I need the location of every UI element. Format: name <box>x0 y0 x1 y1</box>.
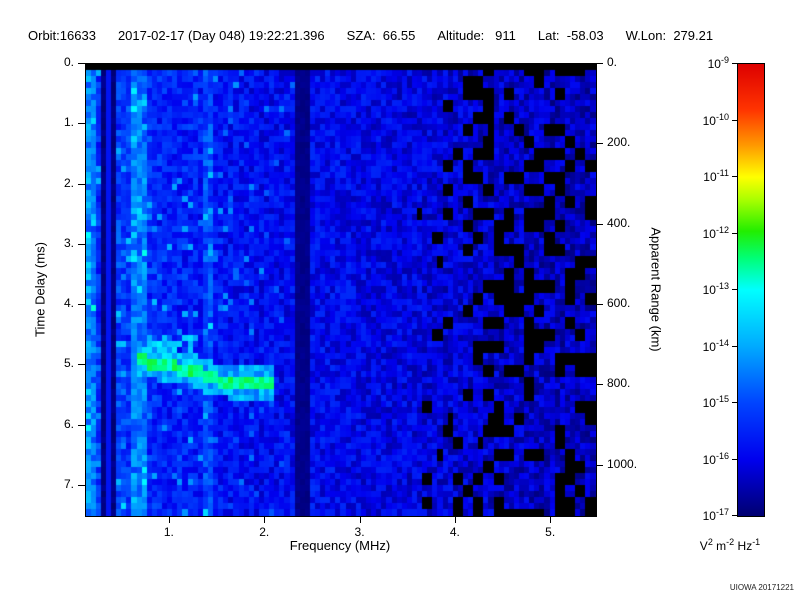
x-tick-mark <box>550 516 552 523</box>
y2-tick-label: 400. <box>607 215 631 230</box>
colorbar-tick-label: 10-13 <box>702 281 729 297</box>
x-tick-label: 1. <box>163 525 174 539</box>
y-tick-label: 0. <box>63 55 74 69</box>
colorbar-tick-label: 10-11 <box>703 168 729 184</box>
colorbar-tick-mark <box>732 119 737 121</box>
y2-tick-mark <box>596 63 603 64</box>
y2-tick-mark <box>596 304 603 306</box>
y-tick-mark <box>78 183 85 185</box>
y-tick-mark <box>78 123 85 125</box>
y-tick-label: 3. <box>63 235 74 250</box>
y2-tick-label: 1000. <box>607 456 638 471</box>
colorbar-tick-label: 10-16 <box>702 450 729 467</box>
colorbar-tick-mark <box>732 402 737 403</box>
y-tick-mark <box>78 304 85 306</box>
y2-tick-label: 800. <box>607 376 631 391</box>
colorbar-tick-label: 10-15 <box>702 394 729 410</box>
y-tick-label: 4. <box>63 296 74 311</box>
y2-axis-label: Apparent Range (km) <box>648 227 664 352</box>
x-axis-label: Frequency (MHz) <box>289 538 391 553</box>
header-info: Orbit:16633 2017-02-17 (Day 048) 19:22:21… <box>28 28 713 43</box>
y-tick-mark <box>78 484 85 486</box>
colorbar-tick-label: 10-9 <box>707 55 729 71</box>
colorbar-units-label: V2 m-2 Hz-1 <box>699 537 761 553</box>
colorbar-tick-mark <box>732 176 737 177</box>
y2-tick-label: 0. <box>607 55 618 69</box>
y-tick-mark <box>78 63 85 64</box>
colorbar-tick-mark <box>732 289 737 290</box>
colorbar-tick-label: 10-17 <box>702 507 729 523</box>
y2-tick-label: 600. <box>607 296 631 311</box>
y-axis-label: Time Delay (ms) <box>32 242 48 337</box>
y2-tick-mark <box>596 223 603 225</box>
x-tick-mark <box>454 516 456 523</box>
header-field-5: W.Lon: 279.21 <box>625 28 714 43</box>
y-tick-label: 5. <box>63 356 74 371</box>
y-tick-mark <box>78 243 85 245</box>
y-tick-label: 6. <box>63 416 74 431</box>
credit-text: UIOWA 20171221 <box>729 583 794 592</box>
y-tick-label: 1. <box>63 115 74 130</box>
colorbar-tick-label: 10-12 <box>702 224 729 241</box>
header-field-2: SZA: 66.55 <box>346 28 416 43</box>
colorbar-tick-mark <box>732 345 737 347</box>
colorbar-tick-label: 10-10 <box>702 111 729 128</box>
x-tick-label: 4. <box>449 525 460 539</box>
plot-frame <box>85 63 597 517</box>
header-field-4: Lat: -58.03 <box>537 28 604 43</box>
colorbar-tick-mark <box>732 63 737 64</box>
x-tick-mark <box>359 516 361 523</box>
x-tick-label: 3. <box>354 525 365 539</box>
y2-tick-mark <box>596 464 603 466</box>
ionogram-heatmap-canvas <box>86 64 596 516</box>
header-field-1: 2017-02-17 (Day 048) 19:22:21.396 <box>117 28 325 43</box>
y2-tick-mark <box>596 143 603 145</box>
header-field-0: Orbit:16633 <box>28 28 96 43</box>
x-tick-label: 5. <box>545 525 556 539</box>
colorbar-tick-mark <box>732 515 737 516</box>
y-tick-label: 7. <box>63 476 74 491</box>
y-tick-label: 2. <box>63 175 74 190</box>
y2-tick-label: 200. <box>607 135 631 150</box>
colorbar-tick-label: 10-14 <box>702 337 729 354</box>
y-tick-mark <box>78 424 85 426</box>
y2-tick-mark <box>596 384 603 386</box>
header-field-3: Altitude: 911 <box>437 28 516 43</box>
colorbar-tick-mark <box>732 458 737 460</box>
y-tick-mark <box>78 364 85 366</box>
x-tick-mark <box>264 516 266 523</box>
x-tick-mark <box>168 516 170 523</box>
colorbar <box>737 63 765 517</box>
x-tick-label: 2. <box>259 525 270 539</box>
colorbar-tick-mark <box>732 232 737 234</box>
